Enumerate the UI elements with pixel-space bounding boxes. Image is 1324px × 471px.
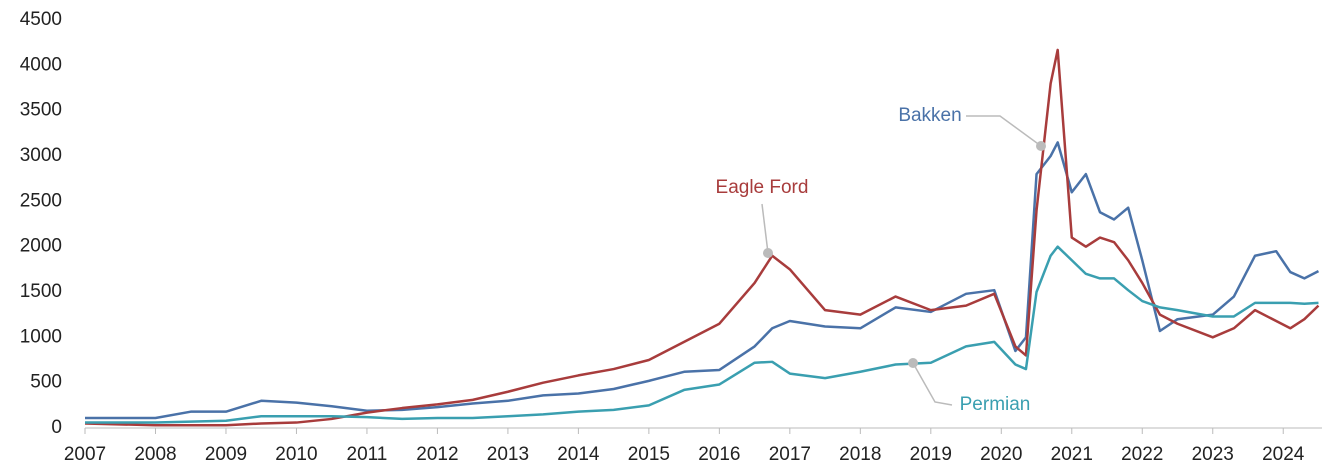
annotation-label: Permian	[960, 394, 1031, 415]
x-tick-label: 2013	[487, 444, 529, 465]
annotation-leader	[912, 362, 953, 406]
x-tick-label: 2011	[347, 444, 388, 465]
annotation-dot	[1036, 141, 1046, 151]
x-tick-label: 2014	[557, 444, 600, 465]
x-tick-label: 2007	[64, 444, 106, 465]
x-tick-label: 2022	[1121, 444, 1163, 465]
annotation-dot	[763, 248, 773, 258]
x-tick-label: 2024	[1262, 444, 1305, 465]
x-tick-label: 2009	[205, 444, 247, 465]
x-tick-label: 2012	[416, 444, 458, 465]
y-tick-label: 3500	[20, 100, 62, 121]
x-tick-label: 2023	[1192, 444, 1234, 465]
x-tick-label: 2019	[910, 444, 952, 465]
x-tick-label: 2015	[628, 444, 670, 465]
annotation-label: Bakken	[898, 105, 961, 126]
y-tick-label: 4000	[20, 54, 62, 75]
series-line	[84, 48, 1320, 427]
y-tick-label: 3000	[20, 145, 62, 166]
y-tick-label: 4500	[20, 9, 62, 30]
x-tick-label: 2021	[1051, 444, 1093, 465]
annotation-leader	[966, 115, 1042, 147]
x-tick-label: 2017	[769, 444, 811, 465]
y-tick-label: 500	[30, 372, 62, 393]
y-tick-label: 2000	[20, 236, 62, 257]
y-tick-label: 1500	[20, 281, 62, 302]
y-tick-label: 0	[51, 417, 62, 438]
annotation-label: Eagle Ford	[716, 177, 809, 198]
series-line	[85, 245, 1319, 424]
annotation-dot	[908, 358, 918, 368]
x-tick-label: 2010	[275, 444, 317, 465]
x-tick-label: 2016	[698, 444, 740, 465]
x-tick-label: 2018	[839, 444, 881, 465]
annotation-leader	[761, 203, 769, 254]
x-tick-label: 2020	[980, 444, 1022, 465]
x-tick-label: 2008	[134, 444, 176, 465]
y-tick-label: 1000	[20, 326, 62, 347]
y-tick-label: 2500	[20, 190, 62, 211]
series-line	[85, 141, 1320, 420]
